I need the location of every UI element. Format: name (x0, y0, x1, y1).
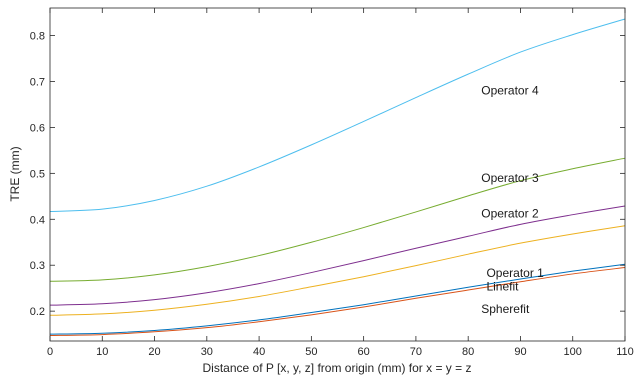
annotation-operator-2: Operator 2 (481, 206, 539, 220)
series-line-operator-2 (49, 205, 626, 306)
y-tick-label: 0.7 (30, 76, 45, 88)
annotation-operator-4: Operator 4 (481, 84, 539, 98)
x-tick-label: 90 (514, 346, 526, 358)
series-line-operator-4 (49, 18, 626, 212)
x-tick-label: 10 (96, 346, 108, 358)
y-tick-label: 0.5 (30, 168, 45, 180)
series-line-linefit (49, 263, 626, 335)
y-tick-label: 0.2 (30, 306, 45, 318)
y-tick-label: 0.4 (30, 214, 45, 226)
annotation-spherefit: Spherefit (481, 302, 530, 316)
axes-layer: 0 10 20 30 40 50 60 70 80 90 100 110 0.2 0.3 0.4 0.5 0.6… (30, 7, 634, 358)
x-tick-label: 100 (564, 346, 582, 358)
annotation-linefit: Linefit (486, 279, 519, 293)
x-tick-label: 80 (462, 346, 474, 358)
y-axis-label: TRE (mm) (8, 146, 22, 201)
y-tick-label: 0.6 (30, 122, 45, 134)
x-tick-label: 0 (47, 346, 53, 358)
x-tick-label: 20 (148, 346, 160, 358)
series-line-operator-1 (49, 225, 626, 316)
plot-area (50, 8, 625, 341)
x-tick-label: 40 (253, 346, 265, 358)
annotation-operator-1: Operator 1 (486, 266, 544, 280)
annotation-operator-3: Operator 3 (481, 171, 539, 185)
x-tick-label: 110 (616, 346, 634, 358)
x-tick-label: 60 (358, 346, 370, 358)
series-line-spherefit (49, 267, 626, 336)
y-tick-label: 0.3 (30, 260, 45, 272)
x-axis-label: Distance of P [x, y, z] from origin (mm)… (203, 361, 472, 375)
y-tick-label: 0.8 (30, 31, 45, 43)
x-tick-label: 70 (410, 346, 422, 358)
x-tick-label: 50 (305, 346, 317, 358)
series-line-operator-3 (49, 157, 626, 282)
series-layer (49, 18, 626, 336)
axes-box (49, 7, 626, 342)
x-tick-label: 30 (201, 346, 213, 358)
annotation-layer: Operator 4 Operator 3 Operator 2 Operator 1… (481, 84, 544, 316)
